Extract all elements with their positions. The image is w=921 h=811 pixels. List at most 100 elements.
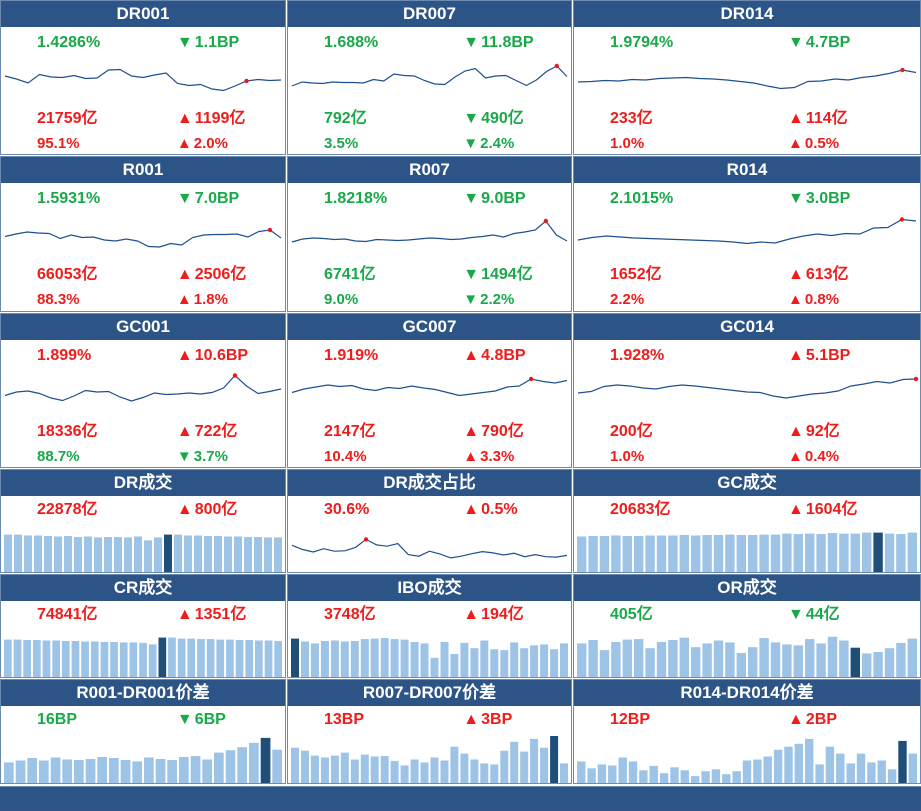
stat-change: ▲ 92亿: [788, 423, 840, 441]
bar: [805, 639, 815, 677]
stat-change: ▲ 1.8%: [177, 291, 228, 309]
stat-value: 12BP: [610, 711, 650, 729]
bar: [907, 638, 917, 677]
bar: [736, 535, 746, 572]
bar: [530, 645, 539, 677]
bar: [794, 743, 803, 783]
bar: [782, 644, 792, 677]
stat-text: 13BP: [324, 711, 365, 728]
bar: [770, 642, 781, 677]
bar: [825, 746, 835, 783]
bar: [81, 641, 89, 677]
bar: [226, 639, 234, 677]
panel-title: CR成交: [1, 575, 285, 601]
down-arrow-icon: ▼: [176, 711, 193, 728]
bar: [380, 756, 389, 783]
stat-text: 88.3%: [37, 291, 80, 308]
line-chart: [291, 376, 568, 397]
bar: [144, 757, 154, 783]
stat-text: 405亿: [610, 606, 653, 623]
stat-text: 12BP: [610, 711, 651, 728]
bar: [216, 639, 225, 677]
bar: [550, 736, 559, 783]
bar: [224, 536, 232, 572]
bar: [430, 657, 439, 677]
bar: [440, 642, 449, 677]
bar: [23, 640, 31, 677]
bar: [856, 753, 866, 783]
bar: [194, 535, 202, 572]
up-arrow-icon: ▲: [788, 266, 804, 283]
stat-text: 722亿: [194, 423, 238, 440]
max-marker: [899, 217, 905, 222]
down-arrow-icon: ▼: [463, 291, 479, 308]
bar: [599, 650, 610, 677]
stat-text: 3748亿: [324, 606, 376, 623]
bar: [577, 761, 586, 783]
bar: [490, 649, 499, 677]
up-arrow-icon: ▲: [463, 448, 479, 465]
bar: [190, 756, 201, 783]
bar: [753, 759, 762, 783]
panel-title: R014-DR014价差: [574, 680, 920, 706]
bar: [139, 642, 147, 677]
bar: [597, 764, 607, 783]
bar: [410, 759, 419, 783]
bar: [42, 640, 51, 677]
stat-change: ▼ 3.7%: [177, 448, 228, 466]
series-line: [291, 220, 568, 243]
stat-text: 0.5%: [481, 501, 518, 518]
bar: [836, 753, 845, 783]
bar: [490, 764, 499, 783]
stat-text: 2147亿: [324, 423, 376, 440]
stat-change: ▲ 2.0%: [177, 135, 228, 153]
bar: [370, 638, 379, 677]
bar: [908, 753, 917, 783]
bar: [877, 760, 886, 783]
stat-change: ▲ 1604亿: [788, 501, 857, 519]
stat-change: ▲ 3BP: [463, 711, 512, 729]
stat-change: ▼ 11.8BP: [463, 34, 533, 52]
bar: [244, 537, 252, 572]
bar: [588, 536, 598, 572]
bar: [272, 749, 282, 783]
bar: [85, 759, 96, 783]
bar: [74, 537, 82, 572]
line-chart: [291, 218, 568, 243]
bar: [839, 533, 849, 572]
stat-value: 792亿: [324, 110, 367, 128]
bar: [237, 747, 247, 783]
bar: [722, 774, 731, 783]
bar: [234, 536, 242, 572]
stat-text: 20683亿: [610, 501, 671, 518]
bar: [668, 640, 678, 677]
bar: [71, 641, 80, 677]
stat-text: 6741亿: [324, 266, 376, 283]
panel-r001-1-0: R001 1.5931% ▼ 7.0BP 66053亿 ▲ 2506亿 88.3% ▲ 1.8%: [0, 156, 286, 312]
stat-change: ▼ 6BP: [177, 711, 226, 729]
panel-title: GC007: [288, 314, 571, 340]
max-marker: [900, 67, 905, 73]
stat-text: 1.5931%: [37, 190, 101, 207]
bar: [470, 759, 479, 783]
stat-text: 18336亿: [37, 423, 98, 440]
bar: [4, 534, 12, 572]
series-line: [577, 218, 917, 245]
bar: [4, 762, 14, 783]
bar-chart: [4, 737, 282, 783]
bar: [679, 535, 689, 572]
bar: [301, 750, 309, 783]
stat-change: ▼ 9.0BP: [463, 190, 525, 208]
bar: [360, 754, 369, 783]
bar: [225, 750, 236, 783]
line-chart: [4, 227, 282, 248]
bar: [380, 638, 389, 677]
bar: [622, 639, 632, 677]
bar: [793, 534, 803, 572]
bar: [144, 540, 152, 572]
panel-dr-3-0: DR成交 22878亿 ▲ 800亿: [0, 469, 286, 573]
stat-text: 6BP: [194, 711, 226, 728]
stat-value: 6741亿: [324, 266, 376, 284]
up-arrow-icon: ▲: [176, 501, 193, 518]
down-arrow-icon: ▼: [788, 34, 804, 51]
